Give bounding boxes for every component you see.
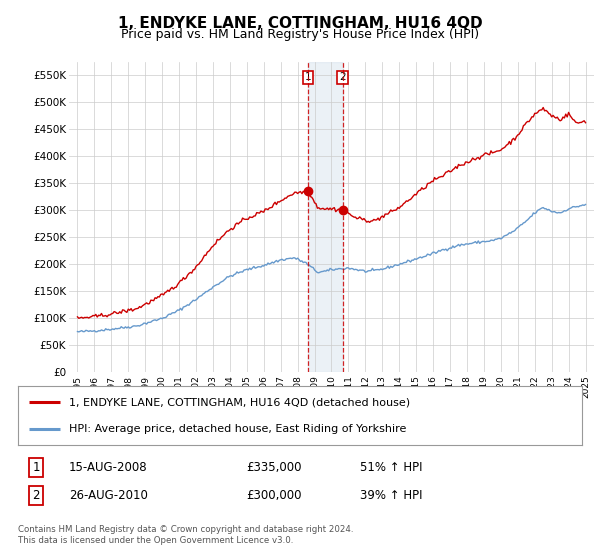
Text: 15-AUG-2008: 15-AUG-2008 <box>69 461 148 474</box>
Text: 39% ↑ HPI: 39% ↑ HPI <box>360 489 422 502</box>
Text: 2: 2 <box>32 489 40 502</box>
Text: Contains HM Land Registry data © Crown copyright and database right 2024.
This d: Contains HM Land Registry data © Crown c… <box>18 525 353 545</box>
Text: £335,000: £335,000 <box>246 461 302 474</box>
Text: Price paid vs. HM Land Registry's House Price Index (HPI): Price paid vs. HM Land Registry's House … <box>121 28 479 41</box>
Text: £300,000: £300,000 <box>246 489 302 502</box>
Text: HPI: Average price, detached house, East Riding of Yorkshire: HPI: Average price, detached house, East… <box>69 424 406 435</box>
Text: 1, ENDYKE LANE, COTTINGHAM, HU16 4QD: 1, ENDYKE LANE, COTTINGHAM, HU16 4QD <box>118 16 482 31</box>
Text: 1: 1 <box>32 461 40 474</box>
Text: 51% ↑ HPI: 51% ↑ HPI <box>360 461 422 474</box>
Bar <box>308 62 343 372</box>
Text: 1, ENDYKE LANE, COTTINGHAM, HU16 4QD (detached house): 1, ENDYKE LANE, COTTINGHAM, HU16 4QD (de… <box>69 397 410 407</box>
Text: 1: 1 <box>305 72 311 82</box>
Text: 26-AUG-2010: 26-AUG-2010 <box>69 489 148 502</box>
Text: 2: 2 <box>339 72 346 82</box>
